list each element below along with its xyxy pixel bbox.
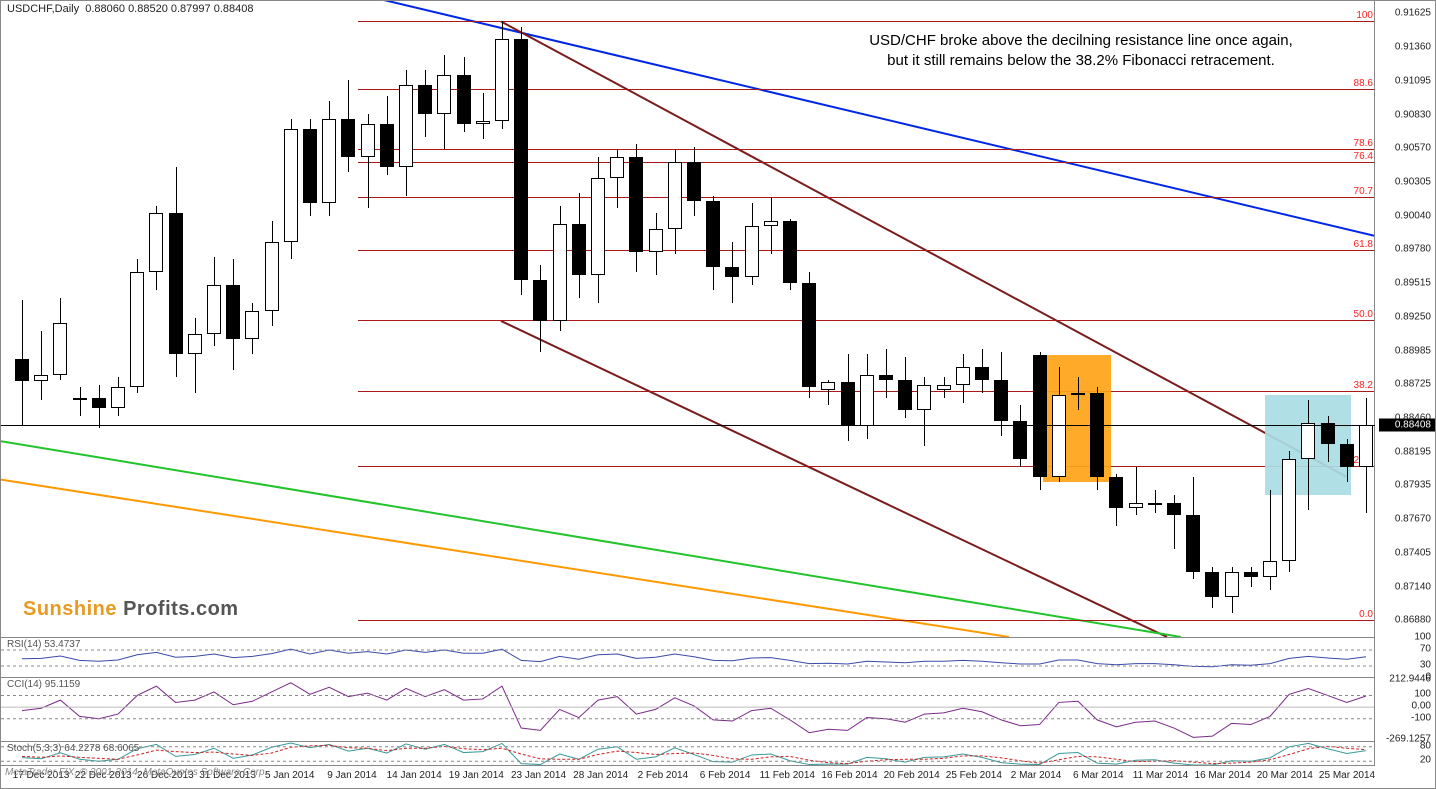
stoch-lines: [1, 742, 1377, 766]
current-price-line: [1, 425, 1375, 426]
watermark: Sunshine Profits.com: [23, 598, 239, 621]
meta-credit: MetaTrader FIX, © 2001-2014, MetaQuotes …: [5, 767, 267, 778]
main-price-panel[interactable]: USDCHF,Daily 0.88060 0.88520 0.87997 0.8…: [1, 1, 1375, 637]
cci-line: [1, 678, 1377, 742]
stoch-panel[interactable]: Stoch(5,3,3) 64.2278 68.6065: [1, 741, 1375, 765]
annotation-text: USD/CHF broke above the decilning resist…: [781, 31, 1381, 72]
cci-panel[interactable]: CCI(14) 95.1159: [1, 677, 1375, 741]
time-axis: MetaTrader FIX, © 2001-2014, MetaQuotes …: [1, 765, 1375, 789]
rsi-line: [1, 638, 1377, 678]
chart-root: { "header":{ "symbol":"USDCHF,Daily", "o…: [0, 0, 1436, 789]
price-axis: 0.916250.913600.910950.908300.905700.903…: [1374, 1, 1435, 765]
stoch-title: Stoch(5,3,3) 64.2278 68.6065: [7, 743, 139, 754]
cci-title: CCI(14) 95.1159: [7, 679, 80, 690]
rsi-panel[interactable]: RSI(14) 53.4737: [1, 637, 1375, 677]
chart-title: USDCHF,Daily 0.88060 0.88520 0.87997 0.8…: [7, 3, 253, 15]
price-tag: 0.88408: [1379, 418, 1435, 431]
rsi-title: RSI(14) 53.4737: [7, 639, 80, 650]
